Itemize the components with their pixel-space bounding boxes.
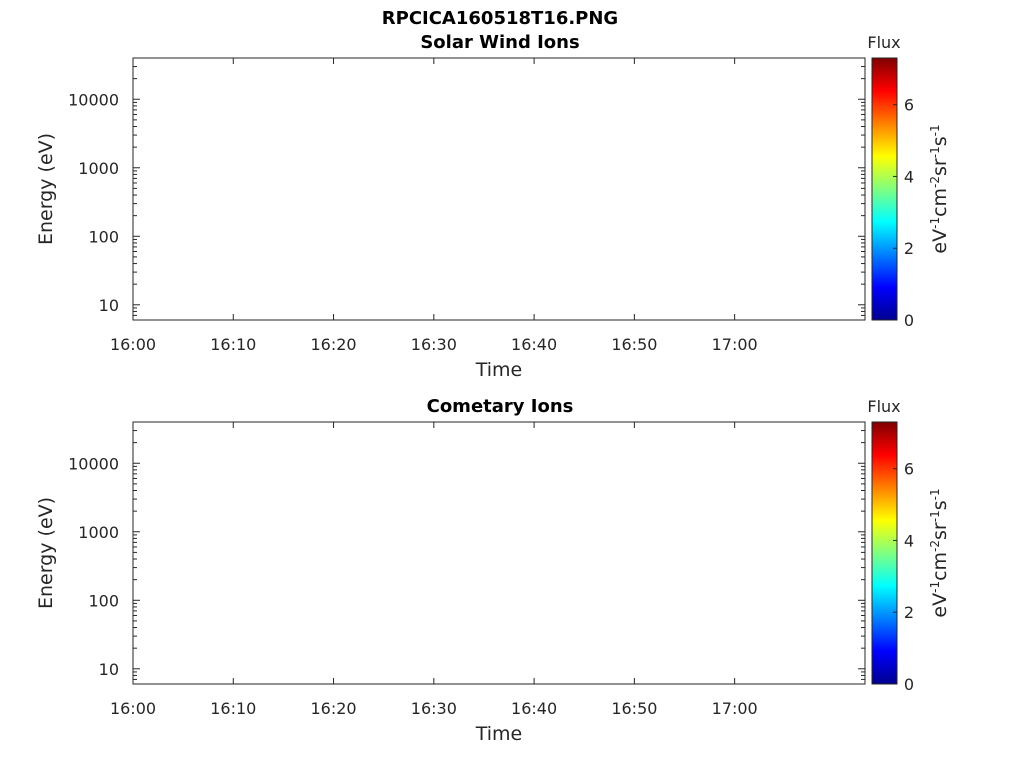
solar-wind-colorbar-ticks: 0 2 4 6 <box>893 96 914 330</box>
solar-wind-colorbar-unit: eV-1cm-2sr-1s-1 <box>928 124 951 253</box>
cometary-ylabel: Energy (eV) <box>35 497 57 609</box>
solar-wind-colorbar-tick-label: 2 <box>904 239 914 258</box>
cometary-colorbar-ticks: 0 2 4 6 <box>893 460 914 694</box>
solar-wind-x-tick-label: 16:30 <box>411 335 457 354</box>
cometary-colorbar-title: Flux <box>867 397 900 416</box>
solar-wind-title: Solar Wind Ions <box>420 32 579 53</box>
cometary-colorbar-tick-label: 6 <box>904 460 914 479</box>
solar-wind-colorbar-tick-label: 0 <box>904 311 914 330</box>
cometary-y-tick-label: 100 <box>88 591 119 610</box>
solar-wind-y-tick-label: 100 <box>88 227 119 246</box>
cometary-x-tick-label: 16:10 <box>210 699 256 718</box>
cometary-colorbar-tick-label: 2 <box>904 603 914 622</box>
solar-wind-y-tick-label: 1000 <box>78 159 119 178</box>
solar-wind-x-tick-label: 16:00 <box>110 335 156 354</box>
solar-wind-y-tick-label: 10 <box>99 296 119 315</box>
solar-wind-colorbar-gradient <box>871 57 898 321</box>
cometary-colorbar-unit: eV-1cm-2sr-1s-1 <box>928 488 951 617</box>
cometary-colorbar-gradient <box>871 421 898 685</box>
solar-wind-x-tick-label: 16:10 <box>210 335 256 354</box>
cometary-x-tick-label: 16:40 <box>511 699 557 718</box>
cometary-x-tick-label: 16:00 <box>110 699 156 718</box>
cometary-panel: Cometary Ions 16:00 16:10 16:20 16:30 16:40 1… <box>35 396 951 745</box>
cometary-xlabel: Time <box>475 723 523 745</box>
cometary-title: Cometary Ions <box>427 396 574 417</box>
cometary-y-tick-label: 10000 <box>68 454 119 473</box>
cometary-y-tick-label: 1000 <box>78 523 119 542</box>
solar-wind-colorbar-tick-label: 6 <box>904 96 914 115</box>
cometary-x-tick-label: 17:00 <box>712 699 758 718</box>
cometary-x-tick-label: 16:50 <box>611 699 657 718</box>
solar-wind-xlabel: Time <box>475 359 523 381</box>
solar-wind-y-tick-label: 10000 <box>68 90 119 109</box>
solar-wind-colorbar-title: Flux <box>867 33 900 52</box>
cometary-plot-frame <box>132 421 866 685</box>
cometary-colorbar-tick-label: 0 <box>904 675 914 694</box>
figure-title: RPCICA160518T16.PNG <box>382 8 618 29</box>
cometary-axes: 16:00 16:10 16:20 16:30 16:40 16:50 17:00 10 100… <box>68 421 865 718</box>
solar-wind-axes: 16:00 16:10 16:20 16:30 16:40 16:50 17:00 10 100… <box>68 57 865 354</box>
solar-wind-ylabel: Energy (eV) <box>35 133 57 245</box>
solar-wind-colorbar-tick-label: 4 <box>904 167 914 186</box>
solar-wind-x-tick-label: 17:00 <box>712 335 758 354</box>
cometary-colorbar-tick-label: 4 <box>904 531 914 550</box>
cometary-x-tick-label: 16:30 <box>411 699 457 718</box>
solar-wind-colorbar: Flux eV-1cm-2sr-1s-1 0 2 4 6 <box>867 33 951 330</box>
solar-wind-panel: Solar Wind Ions 16:00 16:10 16:20 16:30 16:4… <box>35 32 951 381</box>
solar-wind-x-tick-label: 16:40 <box>511 335 557 354</box>
solar-wind-x-tick-label: 16:20 <box>310 335 356 354</box>
cometary-x-tick-label: 16:20 <box>310 699 356 718</box>
solar-wind-x-tick-label: 16:50 <box>611 335 657 354</box>
cometary-y-tick-label: 10 <box>99 660 119 679</box>
solar-wind-plot-frame <box>132 57 866 321</box>
cometary-colorbar: Flux eV-1cm-2sr-1s-1 0 2 4 6 <box>867 397 951 694</box>
